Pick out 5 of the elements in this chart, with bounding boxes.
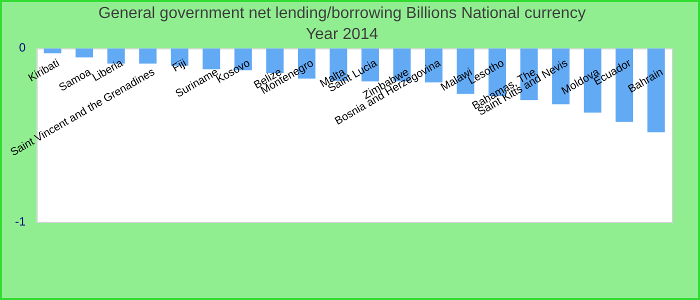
chart-title: General government net lending/borrowing Billions National currency [98, 5, 586, 22]
y-tick-label: -1 [15, 214, 26, 228]
y-tick-label: 0 [18, 40, 26, 55]
chart-subtitle: Year 2014 [306, 26, 378, 44]
x-tick-label: Fiji [170, 57, 189, 75]
